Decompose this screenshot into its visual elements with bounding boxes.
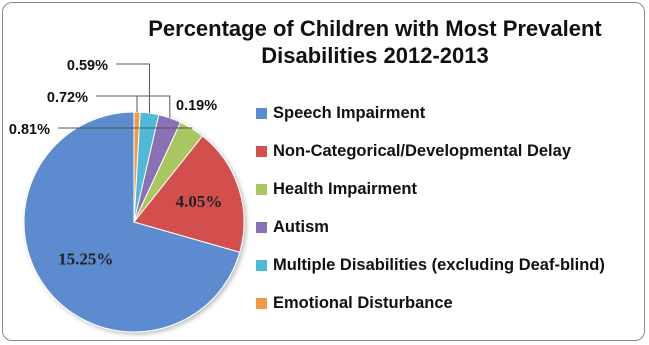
legend-swatch-4: [256, 222, 267, 233]
legend-swatch-2: [256, 146, 267, 157]
chart-title-line-1: Percentage of Children with Most Prevale…: [148, 16, 602, 41]
legend-swatch-3: [256, 184, 267, 195]
chart-title: Percentage of Children with Most Prevale…: [120, 15, 630, 69]
legend-swatch-1: [256, 108, 267, 119]
pie-data-label-2: 4.05%: [176, 192, 223, 211]
pie-data-label-1: 15.25%: [58, 249, 113, 268]
pie-slice-2: [133, 135, 245, 253]
legend-label-2: Non-Categorical/Developmental Delay: [273, 142, 571, 160]
legend-label-5: Multiple Disabilities (excluding Deaf-bl…: [273, 256, 605, 274]
pie-data-label-3: 0.81%: [9, 122, 50, 138]
legend-swatch-6: [256, 298, 267, 309]
pie-data-label-6: 0.19%: [176, 98, 217, 114]
chart-title-line-2: Disabilities 2012-2013: [261, 43, 489, 68]
legend-label-6: Emotional Disturbance: [273, 294, 453, 312]
legend-label-3: Health Impairment: [273, 180, 417, 198]
legend-swatch-5: [256, 260, 267, 271]
leader-line-4: [96, 95, 171, 118]
leader-line-6: [136, 95, 162, 113]
pie-slice-6: [133, 111, 141, 223]
pie-slice-1: [23, 111, 241, 333]
legend-label-4: Autism: [273, 218, 329, 236]
legend-label-1: Speech Impairment: [273, 104, 426, 122]
leader-line-5: [116, 63, 150, 114]
pie-data-label-5: 0.59%: [67, 58, 108, 74]
pie-data-label-4: 0.72%: [47, 90, 88, 106]
